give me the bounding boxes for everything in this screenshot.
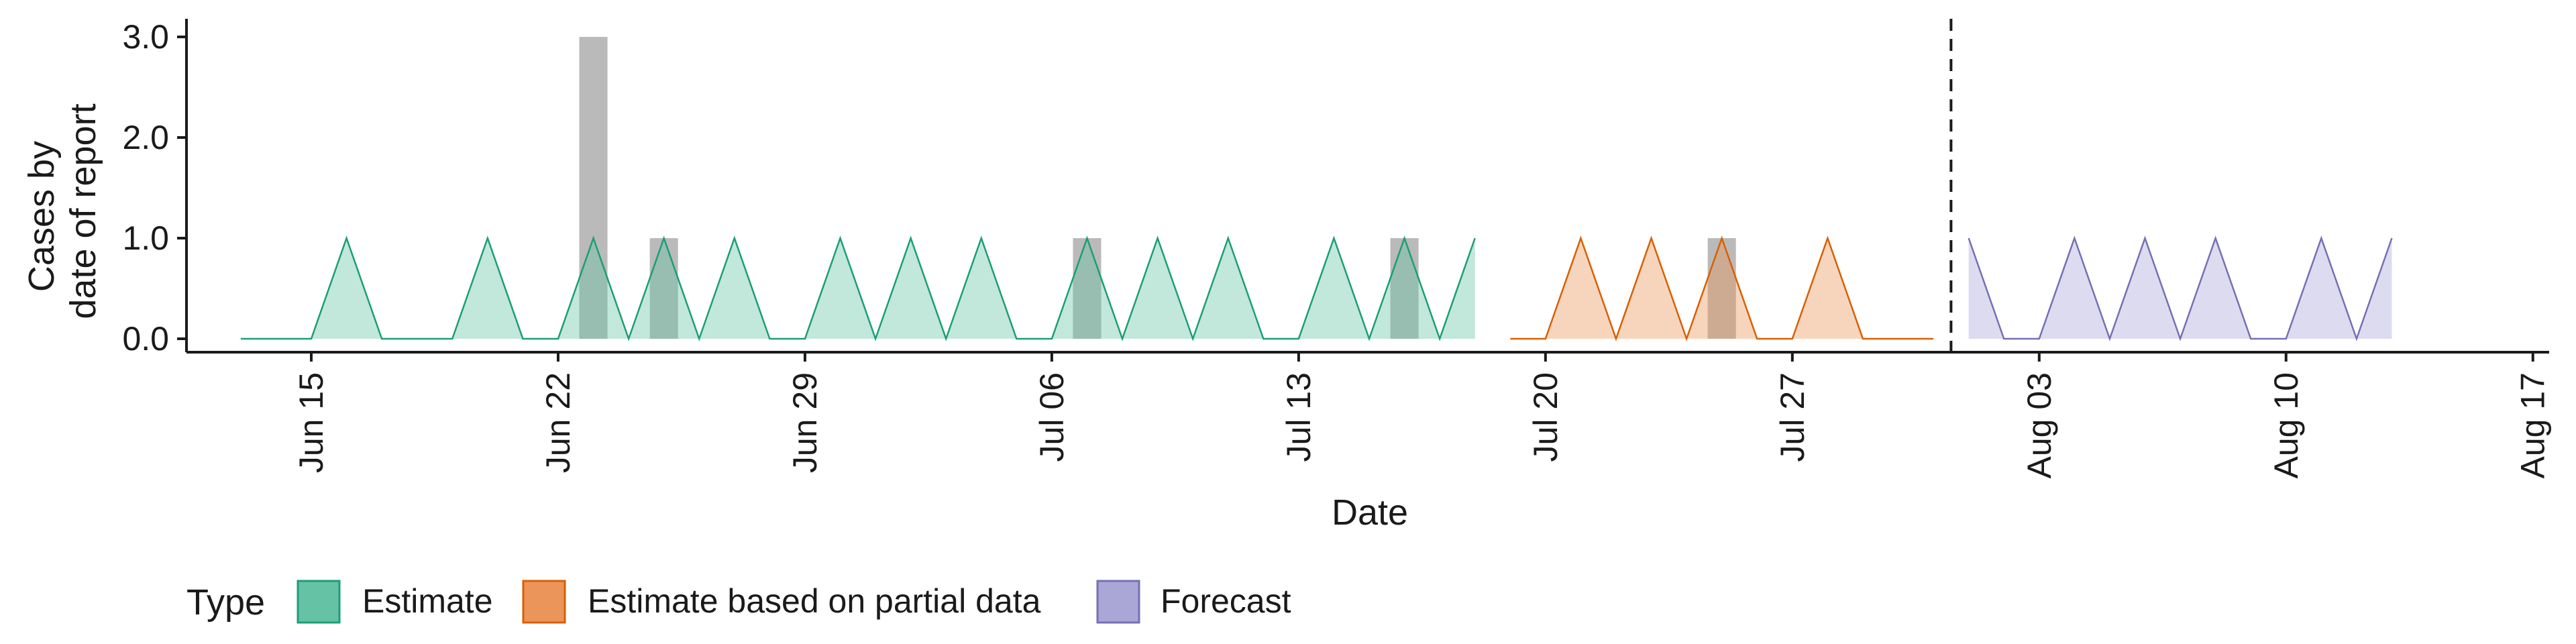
series-line-estimate — [240, 235, 1476, 341]
legend-label-partial: Estimate based on partial data — [588, 582, 1041, 620]
series-areas — [240, 235, 2393, 341]
x-axis-title: Date — [1332, 492, 1408, 533]
reported-case-bar — [1073, 238, 1102, 339]
x-tick-label: Aug 03 — [2021, 372, 2058, 478]
reported-case-bar — [1707, 238, 1736, 339]
reported-case-bar — [1390, 238, 1419, 339]
legend-label-estimate: Estimate — [362, 582, 493, 620]
y-tick-label: 1.0 — [122, 219, 169, 257]
x-tick-label: Jun 15 — [292, 372, 330, 473]
series-line-estimate-based-on-partial-data — [1510, 235, 1934, 341]
legend-label-forecast: Forecast — [1161, 582, 1291, 620]
y-axis-title: Cases by date of report — [21, 103, 103, 319]
x-tick-label: Jul 13 — [1280, 372, 1318, 462]
x-tick-label: Jul 20 — [1527, 372, 1564, 462]
y-tick-label: 0.0 — [122, 320, 169, 358]
axes: 0.0 1.0 2.0 3.0 Jun 15 Jun 22 Jun 29 Jul 06 Jul … — [122, 18, 2551, 478]
x-tick-label: Jul 06 — [1033, 372, 1071, 462]
y-axis-title-line-2: date of report — [63, 103, 103, 319]
x-tick-label: Jun 29 — [786, 372, 824, 473]
reported-case-bar — [649, 238, 678, 339]
x-tick-label: Jul 27 — [1774, 372, 1811, 462]
series-area-forecast — [1968, 238, 2392, 339]
y-tick-label: 3.0 — [122, 18, 169, 56]
series-area-estimate-based-on-partial-data — [1510, 238, 1934, 339]
x-tick-label: Aug 10 — [2267, 372, 2305, 478]
series-line-forecast — [1968, 235, 2393, 341]
x-tick-label: Jun 22 — [539, 372, 577, 473]
reported-cases-bars — [579, 37, 1736, 339]
legend-key-partial — [522, 580, 566, 624]
legend: Type Estimate Estimate based on partial … — [186, 580, 1291, 624]
y-axis-title-line-1: Cases by — [21, 141, 62, 292]
legend-key-forecast — [1096, 580, 1140, 624]
legend-key-estimate — [297, 580, 341, 624]
legend-title: Type — [186, 582, 265, 623]
reported-case-bar — [579, 37, 608, 339]
y-tick-label: 2.0 — [122, 119, 169, 156]
x-tick-label: Aug 17 — [2514, 372, 2552, 478]
